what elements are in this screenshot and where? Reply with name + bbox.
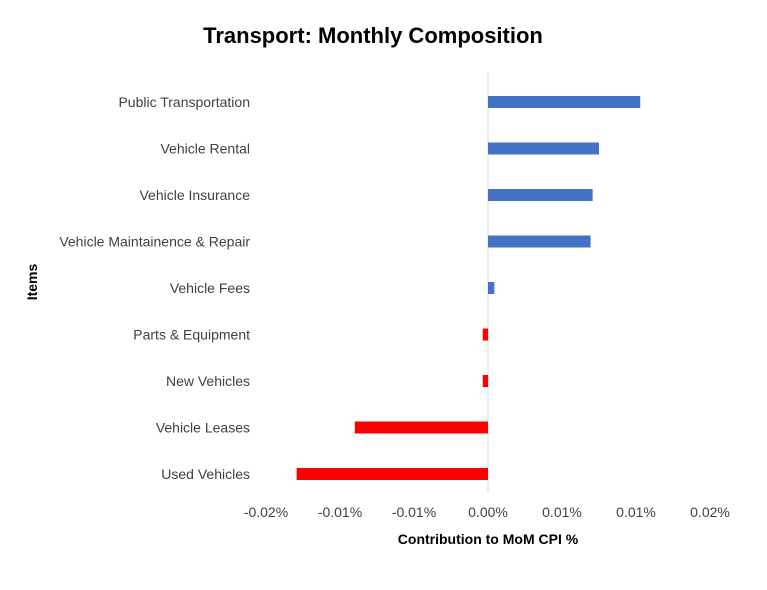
category-labels: Public Transportation Vehicle Rental Vehic…	[59, 94, 250, 482]
category-label-vehicle-fees: Vehicle Fees	[170, 280, 250, 296]
x-tick-label: 0.01%	[616, 504, 656, 520]
x-tick-label: -0.01%	[392, 504, 436, 520]
bar-public-transportation	[488, 96, 641, 108]
bar-vehicle-insurance	[488, 189, 593, 201]
category-label-vehicle-leases: Vehicle Leases	[156, 420, 250, 436]
bar-vehicle-rental	[488, 142, 599, 155]
x-axis-title: Contribution to MoM CPI %	[398, 531, 579, 547]
bar-vehicle-maintainence-repair	[488, 235, 591, 248]
category-label-new-vehicles: New Vehicles	[166, 373, 250, 389]
chart-title: Transport: Monthly Composition	[203, 23, 543, 48]
y-axis-title: Items	[24, 264, 40, 301]
x-tick-label: -0.01%	[318, 504, 362, 520]
bar-used-vehicles	[296, 468, 488, 480]
category-label-used-vehicles: Used Vehicles	[161, 466, 250, 482]
category-label-vehicle-rental: Vehicle Rental	[160, 141, 250, 157]
x-tick-label: 0.02%	[690, 504, 730, 520]
x-tick-labels: -0.02% -0.01% -0.01% 0.00% 0.01% 0.01% 0.02%	[244, 504, 730, 520]
bar-new-vehicles	[482, 375, 488, 387]
bar-parts-equipment	[482, 328, 488, 341]
x-tick-label: -0.02%	[244, 504, 288, 520]
x-tick-label: 0.00%	[468, 504, 508, 520]
category-label-vehicle-insurance: Vehicle Insurance	[139, 187, 250, 203]
bar-vehicle-leases	[354, 421, 488, 434]
category-label-public-transportation: Public Transportation	[118, 94, 250, 110]
category-label-vehicle-maintainence-repair: Vehicle Maintainence & Repair	[59, 234, 250, 250]
x-tick-label: 0.01%	[542, 504, 582, 520]
bar-vehicle-fees	[488, 282, 495, 294]
category-label-parts-equipment: Parts & Equipment	[133, 327, 250, 343]
bars-layer	[296, 96, 641, 480]
